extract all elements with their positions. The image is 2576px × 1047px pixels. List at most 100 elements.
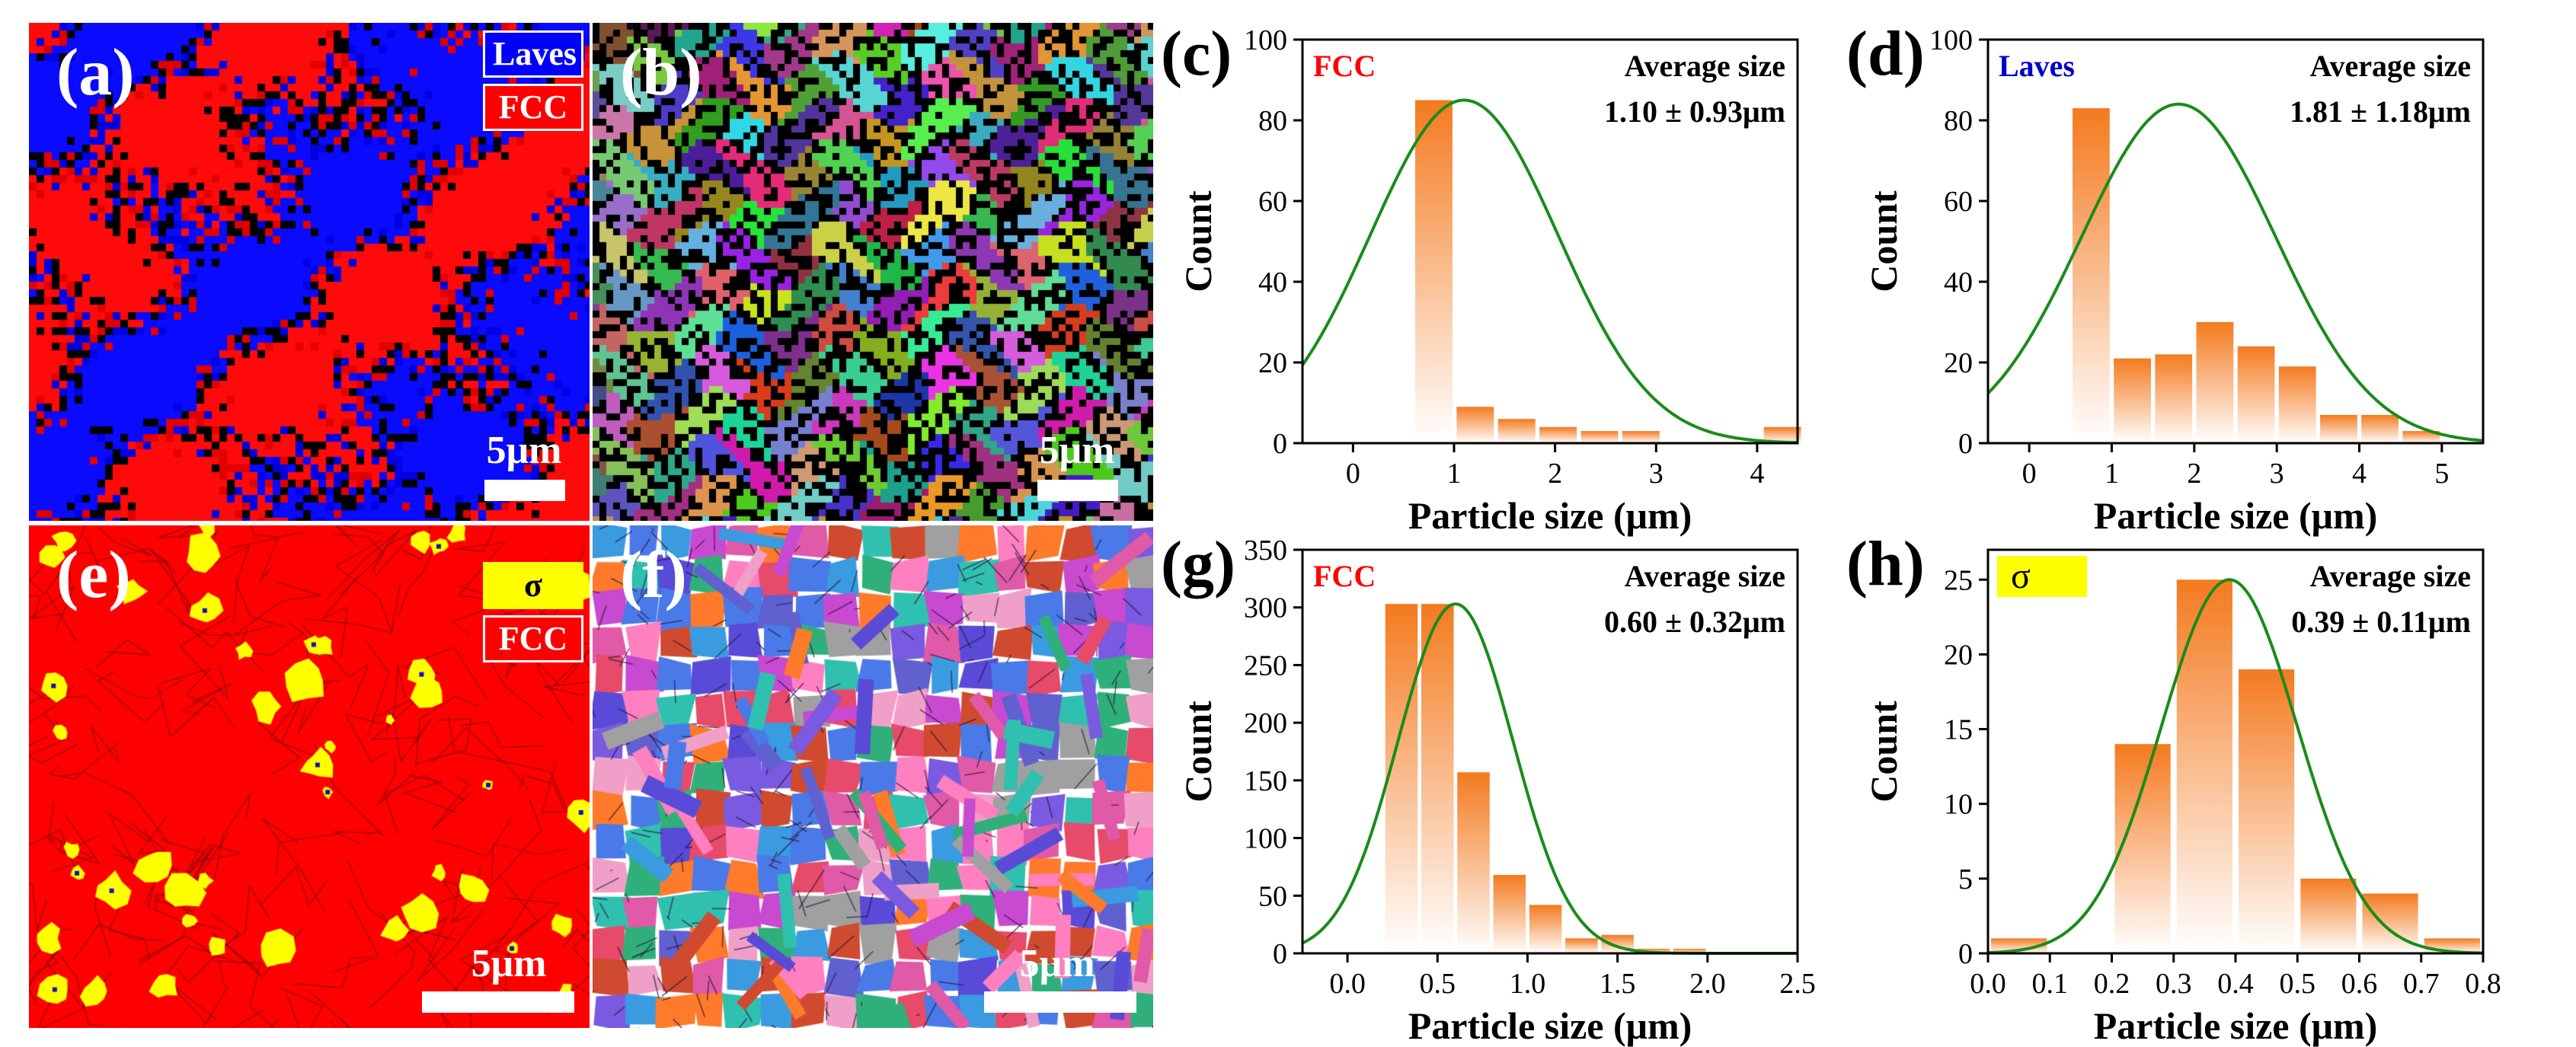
panel-label: (c) xyxy=(1161,18,1232,89)
scale-bar-label-e: 5μm xyxy=(471,942,547,985)
histogram-bar xyxy=(1565,938,1598,953)
phase-label: Laves xyxy=(1999,49,2075,83)
histogram-bar xyxy=(1421,604,1454,953)
x-tick-label: 3 xyxy=(2270,458,2284,490)
histogram-bar xyxy=(1497,419,1536,443)
histogram-bar xyxy=(2114,744,2171,953)
histogram-bar xyxy=(2196,322,2234,443)
x-axis-title: Particle size (μm) xyxy=(1408,1004,1692,1047)
histogram-h: 0.0 0.1 0.2 0.3 0.4 0.5 0.6 0.7 0.8 0 5 10 15 20 25 Par… xyxy=(1846,528,2501,1047)
gaussian-fit-curve xyxy=(1302,602,1798,955)
y-tick-label: 100 xyxy=(1244,823,1287,855)
average-size-value: 0.39 ± 0.11μm xyxy=(2291,605,2471,639)
panel-label-f: (f) xyxy=(620,538,687,612)
x-tick-label: 0.5 xyxy=(1420,968,1456,1000)
y-tick-label: 0 xyxy=(1273,428,1287,460)
scale-bar-e xyxy=(422,991,574,1013)
y-tick-label: 0 xyxy=(1273,938,1287,970)
scale-bar-label-f: 5μm xyxy=(1019,942,1095,985)
histogram-bar xyxy=(1991,938,2047,953)
x-tick-label: 0.5 xyxy=(2280,968,2316,1000)
y-axis-title: Count xyxy=(1177,190,1219,292)
legend-fcc: FCC xyxy=(483,84,583,131)
x-tick-label: 2 xyxy=(1548,458,1562,490)
histogram-bar xyxy=(2176,579,2232,953)
scale-bar-label-a: 5μm xyxy=(486,429,562,472)
panel-label-e: (e) xyxy=(56,538,131,612)
x-axis-title: Particle size (μm) xyxy=(2094,494,2378,537)
average-size-value: 1.81 ± 1.18μm xyxy=(2290,94,2471,129)
histogram-bar xyxy=(1539,426,1577,443)
x-tick-label: 0.4 xyxy=(2217,968,2254,1000)
plot-frame xyxy=(1301,548,1799,955)
y-tick-label: 15 xyxy=(1944,714,1973,746)
y-tick-label: 0 xyxy=(1958,938,1973,970)
y-axis-title: Count xyxy=(1862,190,1905,292)
scale-bar-a xyxy=(484,480,565,501)
histogram-bar xyxy=(1414,100,1453,443)
phase-label: FCC xyxy=(1313,559,1376,593)
y-tick-label: 300 xyxy=(1244,592,1287,624)
y-tick-label: 40 xyxy=(1258,267,1287,298)
average-size-title: Average size xyxy=(2310,49,2471,83)
y-tick-label: 60 xyxy=(1944,186,1973,218)
y-tick-label: 20 xyxy=(1944,347,1973,379)
legend-fcc-e: FCC xyxy=(483,615,583,662)
x-tick-label: 0.8 xyxy=(2465,968,2501,1000)
phase-label-box xyxy=(1997,556,2087,597)
histogram-d: 0 1 2 3 4 5 0 20 40 60 80 100 Particle size (μm) Coun… xyxy=(1846,18,2485,537)
x-tick-label: 2.5 xyxy=(1779,968,1816,1000)
x-tick-label: 4 xyxy=(2352,458,2367,490)
gaussian-fit-curve xyxy=(1301,98,1798,445)
y-tick-label: 80 xyxy=(1944,105,1973,137)
average-size-value: 1.10 ± 0.93μm xyxy=(1604,94,1785,129)
histogram-bar xyxy=(1457,772,1490,953)
histogram-bar xyxy=(1622,431,1660,443)
plot-frame xyxy=(1986,38,2485,445)
histogram-bar xyxy=(2237,346,2275,443)
gaussian-fit-curve xyxy=(1986,102,2484,442)
orientation-map-f-image xyxy=(593,525,1153,1028)
histogram-bar xyxy=(2073,108,2110,443)
average-size-title: Average size xyxy=(1625,559,1785,593)
x-tick-label: 1.0 xyxy=(1510,968,1546,1000)
legend-laves: Laves xyxy=(483,30,583,78)
scale-bar-f xyxy=(984,991,1136,1013)
panel-label: (h) xyxy=(1846,528,1925,599)
y-tick-label: 5 xyxy=(1958,863,1973,895)
x-tick-label: 0.7 xyxy=(2403,968,2440,1000)
y-tick-label: 250 xyxy=(1244,650,1287,682)
orientation-map-b: (b) 5μm xyxy=(593,23,1153,521)
y-tick-label: 50 xyxy=(1258,880,1287,912)
phase-map-e-image xyxy=(29,525,590,1028)
histogram-bar xyxy=(1529,905,1562,953)
y-tick-label: 80 xyxy=(1258,105,1287,137)
x-tick-label: 0 xyxy=(2022,458,2037,490)
x-tick-label: 0.2 xyxy=(2094,968,2130,1000)
x-axis-title: Particle size (μm) xyxy=(2094,1004,2378,1047)
histogram-bar xyxy=(2361,414,2399,443)
x-tick-label: 0.6 xyxy=(2341,968,2378,1000)
average-size-title: Average size xyxy=(2310,559,2471,593)
histogram-bar xyxy=(2278,366,2316,443)
panel-label-a: (a) xyxy=(56,36,135,110)
y-tick-label: 200 xyxy=(1244,707,1287,739)
x-tick-label: 1 xyxy=(1446,458,1461,490)
phase-map-e: (e) σ FCC 5μm xyxy=(29,525,590,1028)
x-tick-label: 0.1 xyxy=(2032,968,2069,1000)
scale-bar-label-b: 5μm xyxy=(1039,429,1115,472)
phase-map-a: (a) Laves FCC 5μm xyxy=(29,23,590,521)
average-size-value: 0.60 ± 0.32μm xyxy=(1604,605,1785,639)
panel-label-b: (b) xyxy=(620,36,702,110)
plot-frame xyxy=(1301,38,1799,445)
orientation-map-b-image xyxy=(593,23,1153,521)
phase-label: σ xyxy=(2011,556,2031,596)
panel-label: (g) xyxy=(1161,528,1235,599)
histogram-bar xyxy=(1493,875,1526,953)
histogram-bar xyxy=(1456,407,1494,443)
histogram-bar xyxy=(2239,669,2295,953)
histogram-bar xyxy=(2155,354,2193,443)
legend-sigma: σ xyxy=(483,562,583,609)
y-tick-label: 40 xyxy=(1944,267,1973,298)
